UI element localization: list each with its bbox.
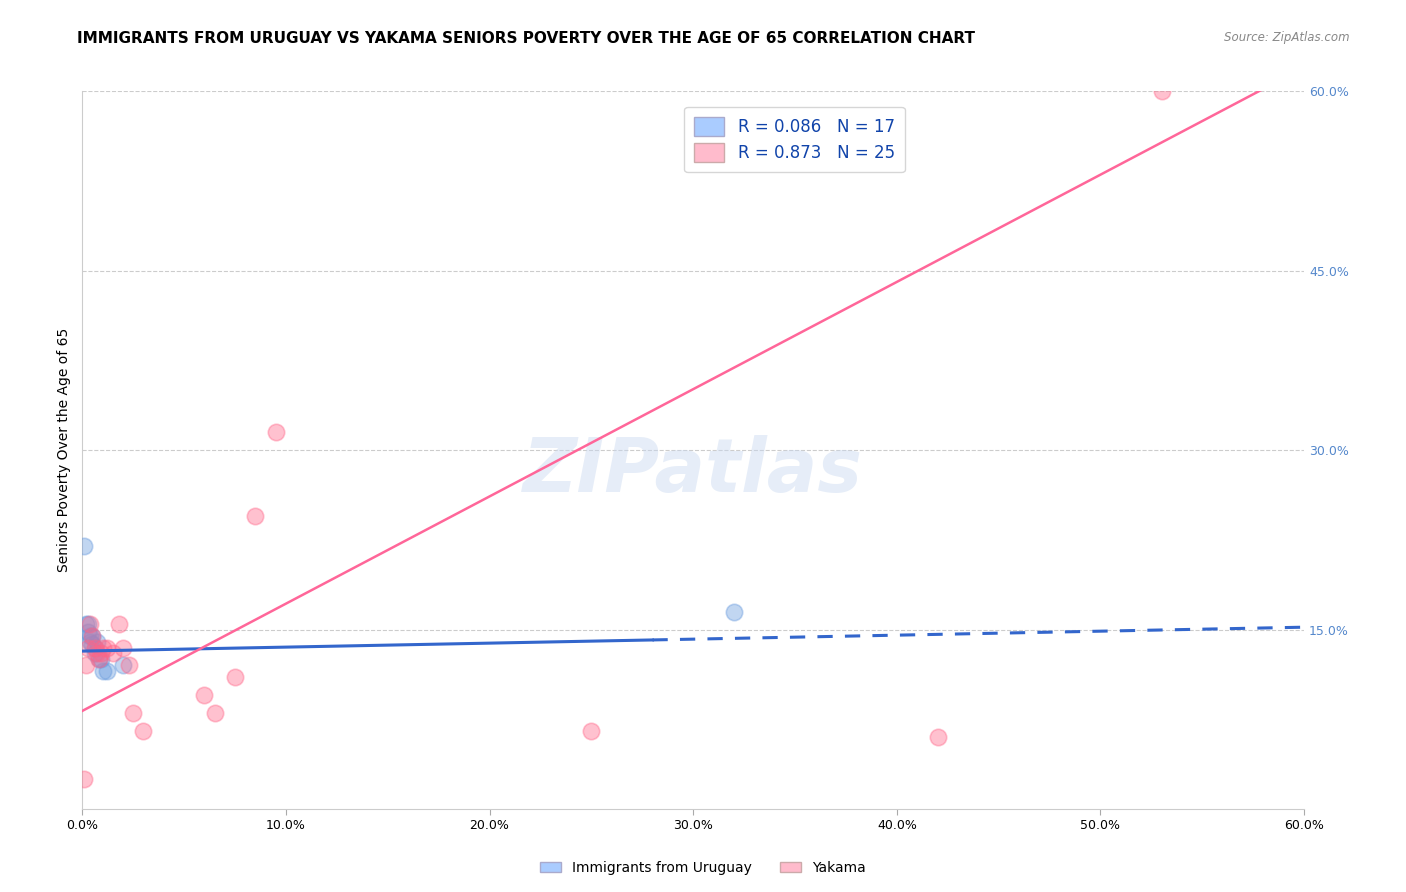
- Point: [108, 616, 131, 631]
- Point: [91, 640, 114, 655]
- Point: [193, 689, 215, 703]
- Point: [87, 652, 110, 666]
- Point: [79, 629, 101, 643]
- Point: [927, 730, 949, 744]
- Point: [101, 647, 124, 661]
- Point: [723, 605, 745, 619]
- Text: IMMIGRANTS FROM URUGUAY VS YAKAMA SENIORS POVERTY OVER THE AGE OF 65 CORRELATION: IMMIGRANTS FROM URUGUAY VS YAKAMA SENIOR…: [77, 31, 976, 46]
- Point: [77, 624, 100, 639]
- Point: [75, 658, 97, 673]
- Point: [77, 640, 100, 655]
- Point: [96, 640, 118, 655]
- Point: [1150, 84, 1173, 98]
- Point: [86, 634, 108, 648]
- Legend: Immigrants from Uruguay, Yakama: Immigrants from Uruguay, Yakama: [534, 855, 872, 880]
- Point: [79, 634, 101, 648]
- Point: [77, 616, 100, 631]
- Text: ZIPatlas: ZIPatlas: [523, 435, 863, 508]
- Point: [79, 616, 101, 631]
- Point: [82, 629, 104, 643]
- Point: [224, 670, 246, 684]
- Point: [122, 706, 145, 721]
- Point: [87, 652, 110, 666]
- Point: [91, 665, 114, 679]
- Point: [82, 629, 104, 643]
- Point: [83, 640, 105, 655]
- Point: [264, 425, 287, 440]
- Point: [83, 640, 105, 655]
- Point: [581, 724, 603, 739]
- Point: [73, 772, 96, 786]
- Point: [75, 616, 97, 631]
- Legend: R = 0.086   N = 17, R = 0.873   N = 25: R = 0.086 N = 17, R = 0.873 N = 25: [685, 107, 905, 172]
- Point: [86, 647, 108, 661]
- Point: [118, 658, 141, 673]
- Y-axis label: Seniors Poverty Over the Age of 65: Seniors Poverty Over the Age of 65: [58, 328, 72, 573]
- Point: [111, 640, 134, 655]
- Point: [90, 647, 112, 661]
- Text: Source: ZipAtlas.com: Source: ZipAtlas.com: [1225, 31, 1350, 45]
- Point: [90, 652, 112, 666]
- Point: [204, 706, 226, 721]
- Point: [132, 724, 155, 739]
- Point: [82, 637, 104, 651]
- Point: [245, 508, 267, 523]
- Point: [73, 539, 96, 553]
- Point: [111, 658, 134, 673]
- Point: [96, 665, 118, 679]
- Point: [83, 647, 105, 661]
